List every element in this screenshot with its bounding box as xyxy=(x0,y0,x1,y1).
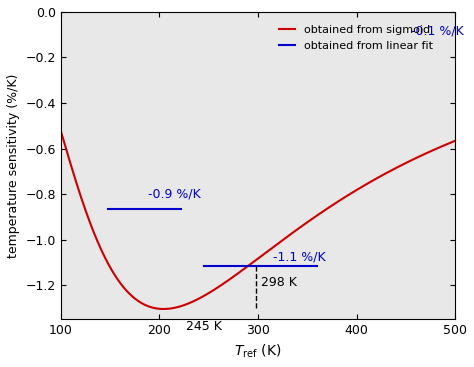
X-axis label: $T_{\rm ref}$ (K): $T_{\rm ref}$ (K) xyxy=(234,343,282,360)
Legend: obtained from sigmoid, obtained from linear fit: obtained from sigmoid, obtained from lin… xyxy=(274,21,438,55)
Text: -0.9 %/K: -0.9 %/K xyxy=(147,188,201,200)
Text: -0.1 %/K: -0.1 %/K xyxy=(410,25,464,38)
Text: -1.1 %/K: -1.1 %/K xyxy=(273,250,325,263)
Text: 245 K: 245 K xyxy=(186,320,222,333)
Y-axis label: temperature sensitivity (%/K): temperature sensitivity (%/K) xyxy=(7,73,20,258)
Text: 298 K: 298 K xyxy=(261,276,297,289)
